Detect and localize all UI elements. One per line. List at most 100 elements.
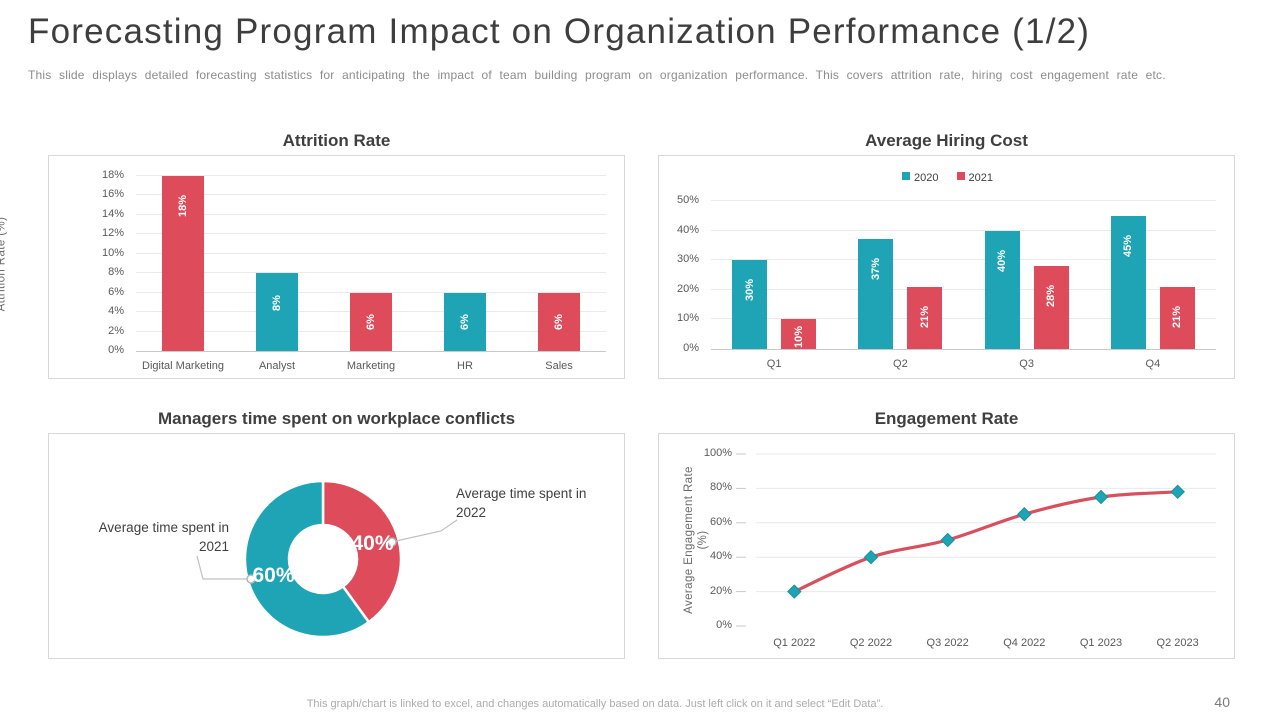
legend: 2020 2021: [659, 168, 1236, 186]
gridline: [711, 230, 1216, 231]
y-tick-label: 0%: [683, 342, 699, 354]
donut-slice-40%: [321, 479, 403, 624]
donut-chart: 40% 60%: [196, 479, 458, 639]
x-category-label: Q4: [1145, 358, 1161, 370]
bar-q1-2020: [732, 260, 768, 349]
bar-value-label: 6%: [553, 313, 565, 330]
chart-title-conflicts: Managers time spent on workplace conflic…: [157, 409, 516, 428]
x-category-label: Q4 2022: [1003, 637, 1046, 649]
line-marker-diamond: [940, 532, 955, 548]
x-category-label: Q2: [893, 358, 908, 370]
y-tick-label: 0%: [716, 619, 732, 631]
x-category-label: Q2 2022: [849, 637, 893, 649]
line-marker-diamond: [1093, 489, 1109, 505]
chart-panel-conflicts[interactable]: 40% 60% Average time spent in 2022 Average t…: [48, 433, 625, 659]
bar-value-label: 21%: [1171, 305, 1184, 328]
x-category-label: Marketing: [346, 360, 396, 372]
gridline: [711, 200, 1216, 201]
x-category-label: Digital Marketing: [142, 360, 224, 372]
x-category-label: Q3: [1019, 358, 1034, 370]
page-title: Forecasting Program Impact on Organizati…: [28, 12, 1091, 51]
bar-q4-2021: [1159, 286, 1195, 349]
y-tick-label: 10%: [101, 246, 124, 259]
y-tick-label: 16%: [101, 188, 124, 201]
bar-q3-2020: [984, 230, 1020, 349]
line-marker-diamond: [1017, 506, 1032, 522]
y-tick-label: 100%: [703, 447, 732, 459]
y-tick-label: 14%: [101, 207, 124, 220]
callout-dot-2021: [246, 574, 256, 584]
bar-q2-2021: [907, 286, 943, 349]
donut-value-label: 40%: [351, 532, 393, 555]
y-tick-label: 40%: [709, 550, 732, 563]
gridline: [136, 253, 606, 254]
y-tick-label: 30%: [676, 253, 699, 266]
y-tick-label: 8%: [108, 266, 124, 279]
donut-value-label: 60%: [252, 564, 294, 587]
legend-item-2020: 2020: [902, 172, 939, 184]
chart-panel-attrition[interactable]: 0% 2% 4% 6% 8% 10% 12% 14% 16% 18% Attrition Rate …: [0, 155, 625, 379]
callout-dot-2022: [387, 537, 397, 547]
y-axis-title: Average Engagement Rate (%): [683, 466, 709, 614]
bar-q4-2020: [1110, 215, 1146, 349]
y-tick-label: 0%: [108, 344, 124, 356]
x-category-label: Q1 2022: [773, 637, 816, 649]
bar-analyst: [256, 273, 298, 351]
bar-value-label: 28%: [1045, 285, 1058, 308]
bar-q3-2021: [1033, 266, 1069, 349]
bar-q2-2020: [858, 239, 894, 349]
x-category-label: Sales: [545, 360, 573, 372]
engagement-chart: [736, 453, 1216, 627]
x-category-label: HR: [457, 360, 473, 372]
callout-label-2022: Average time spent in 2022: [456, 486, 587, 520]
callout-line-2022: [395, 519, 458, 542]
callout-line-2021: [196, 555, 247, 580]
bar-value-label: 8%: [271, 295, 283, 312]
y-tick-label: 2%: [108, 324, 124, 337]
line-marker-diamond: [863, 549, 879, 565]
gridline: [711, 259, 1216, 260]
bar-marketing: [350, 292, 392, 351]
bar-value-label: 21%: [918, 305, 931, 328]
chart-panel-hiring[interactable]: 0% 10% 20% 30% 40% 50% 30% 37% 40% 45% 10% 21% 28% 21…: [658, 155, 1235, 379]
y-tick-label: 80%: [709, 481, 732, 494]
callout-label-2021: Average time spent in 2021: [98, 520, 229, 554]
bar-value-label: 18%: [177, 194, 189, 218]
y-tick-label: 18%: [101, 169, 124, 181]
chart-title-hiring: Average Hiring Cost: [865, 131, 1028, 150]
x-category-label: Q3 2022: [926, 637, 969, 649]
x-category-label: Q2 2023: [1156, 637, 1199, 649]
legend-swatch: [956, 172, 965, 180]
gridline: [136, 194, 606, 195]
gridline: [711, 318, 1216, 319]
bar-value-label: 30%: [743, 279, 756, 302]
x-axis-line: [711, 349, 1216, 350]
gridline: [711, 289, 1216, 290]
y-tick-label: 6%: [108, 285, 124, 298]
bar-digital-marketing: [162, 176, 204, 351]
y-tick-label: 10%: [676, 312, 699, 325]
chart-title-engagement: Engagement Rate: [874, 409, 1019, 428]
bar-value-label: 40%: [996, 249, 1009, 272]
gridline: [136, 233, 606, 234]
chart-title-attrition: Attrition Rate: [282, 131, 391, 150]
chart-panel-engagement[interactable]: 0% 20% 40% 60% 80% 100% Q1 2022 Q2 2022 Q3 2022 Q…: [658, 433, 1235, 659]
y-tick-label: 20%: [676, 282, 699, 295]
bar-q1-2021: [781, 319, 817, 349]
bar-value-label: 37%: [869, 258, 882, 281]
y-tick-label: 4%: [108, 305, 124, 318]
y-tick-label: 20%: [709, 584, 732, 597]
x-axis-line: [136, 351, 606, 352]
y-tick-label: 12%: [101, 227, 124, 240]
page-subtitle: This slide displays detailed forecasting…: [28, 68, 1166, 82]
y-tick-label: 40%: [676, 223, 699, 236]
gridline: [136, 214, 606, 215]
y-tick-label: 60%: [709, 515, 732, 528]
x-category-label: Q1 2023: [1079, 637, 1123, 649]
legend-item-2021: 2021: [956, 172, 993, 184]
x-category-label: Q1: [766, 358, 782, 370]
x-category-label: Analyst: [258, 360, 296, 372]
line-marker-diamond: [787, 584, 802, 599]
gridline: [136, 292, 606, 293]
bar-value-label: 45%: [1122, 234, 1135, 257]
